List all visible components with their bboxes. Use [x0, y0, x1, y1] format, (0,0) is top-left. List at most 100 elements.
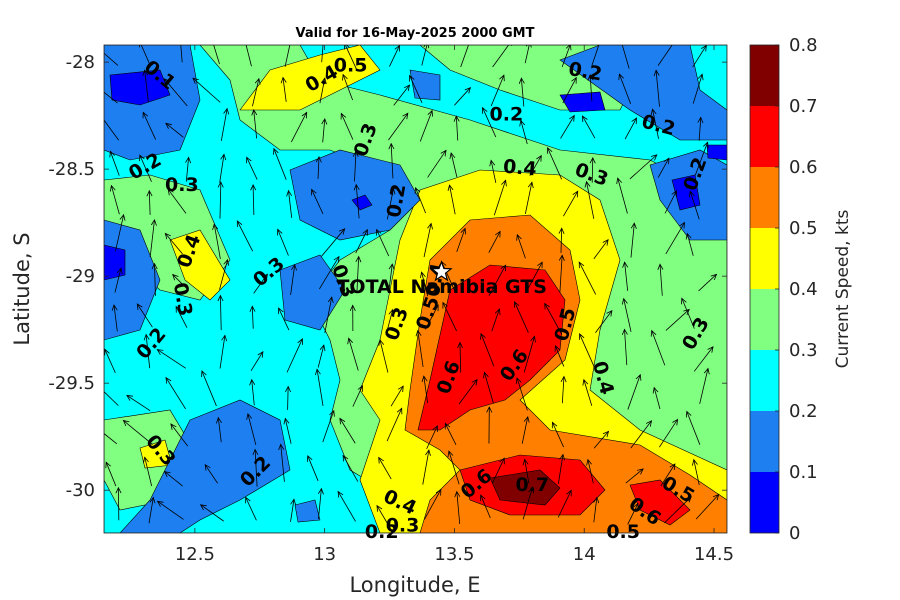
- current-arrow: [514, 300, 529, 333]
- current-arrow: [217, 294, 224, 331]
- band-0.1-0.2-south: [119, 399, 291, 533]
- current-arrow: [578, 261, 597, 295]
- y-axis-label: Latitude, S: [10, 232, 34, 345]
- current-arrow: [426, 425, 438, 450]
- current-arrow: [653, 69, 660, 107]
- current-arrow: [482, 106, 497, 138]
- current-arrow: [322, 409, 335, 443]
- band-0.1-0.2-east-small: [409, 69, 441, 101]
- current-arrow: [204, 463, 218, 484]
- current-arrow: [283, 417, 292, 444]
- current-arrow: [698, 273, 718, 292]
- current-arrow: [657, 45, 676, 66]
- current-arrow: [625, 468, 644, 484]
- current-arrow: [557, 453, 566, 485]
- current-arrow: [595, 309, 613, 334]
- current-arrow: [122, 419, 153, 445]
- colorbar-swatch: [750, 167, 779, 228]
- band-0.7-0.8: [489, 469, 561, 506]
- current-arrow: [115, 213, 126, 252]
- current-arrow: [217, 181, 224, 219]
- current-arrow: [422, 449, 431, 485]
- current-arrow: [192, 77, 221, 103]
- contour-label: 0.5: [334, 54, 368, 76]
- current-arrow: [352, 384, 363, 407]
- current-arrow: [409, 74, 423, 103]
- contour-label: 0.5: [606, 521, 640, 543]
- current-arrow: [185, 156, 192, 182]
- y-axis-ticks: -28 -28.5 -29 -29.5 -30: [48, 52, 727, 501]
- current-arrow: [344, 45, 357, 69]
- band-0-0.1-nw: [109, 69, 171, 106]
- current-arrow: [245, 496, 257, 521]
- current-arrow: [657, 157, 670, 178]
- current-arrow: [518, 77, 525, 107]
- current-arrow: [355, 228, 368, 254]
- current-arrow: [250, 183, 257, 216]
- chart-title: Valid for 16-May-2025 2000 GMT: [296, 26, 535, 41]
- current-arrow: [630, 222, 637, 258]
- current-arrow: [522, 486, 534, 520]
- current-arrow: [454, 87, 472, 106]
- band-0.1-0.2-ne: [559, 45, 727, 141]
- current-arrow: [558, 254, 565, 293]
- current-arrow: [681, 297, 695, 329]
- current-arrow: [630, 420, 653, 449]
- current-arrow: [376, 504, 389, 526]
- current-arrow: [697, 116, 704, 141]
- current-arrow: [427, 149, 447, 178]
- current-arrow: [390, 385, 404, 407]
- current-arrow: [104, 433, 118, 445]
- current-arrow: [581, 115, 596, 139]
- current-arrow: [554, 344, 565, 367]
- current-arrow: [489, 159, 497, 183]
- contour-label: 0.4: [502, 156, 537, 181]
- current-arrow: [460, 45, 469, 68]
- current-arrow: [378, 456, 392, 480]
- current-arrow: [349, 304, 356, 331]
- current-arrow: [593, 238, 609, 260]
- current-arrow: [657, 263, 664, 296]
- current-arrow: [321, 117, 328, 143]
- current-arrow: [321, 45, 324, 63]
- band-0.4-0.5-north: [239, 45, 381, 111]
- current-arrow: [249, 305, 256, 329]
- current-arrow: [685, 232, 694, 256]
- current-arrow: [389, 45, 400, 67]
- current-arrow: [319, 77, 327, 104]
- current-arrow: [219, 153, 227, 183]
- colorbar-swatch: [750, 289, 779, 350]
- current-arrow: [586, 458, 594, 484]
- current-arrow: [307, 454, 319, 482]
- current-arrow: [488, 230, 501, 253]
- current-arrow: [664, 496, 692, 524]
- current-arrow: [156, 500, 184, 520]
- contour-label: 0.2: [490, 103, 524, 125]
- x-tick-label: 13.5: [434, 544, 474, 565]
- current-arrow: [444, 422, 457, 446]
- current-arrow: [340, 112, 354, 140]
- current-arrow: [486, 406, 493, 444]
- current-arrow: [315, 368, 324, 407]
- current-arrow: [457, 341, 464, 373]
- current-arrow: [347, 337, 359, 371]
- contour-field: [104, 45, 727, 533]
- contour-label: 0.2: [365, 521, 399, 543]
- current-arrow: [278, 307, 290, 331]
- current-arrow: [493, 179, 507, 216]
- current-arrow: [291, 111, 308, 143]
- current-arrow: [525, 261, 543, 293]
- site-label: TOTAL Namibia GTS: [336, 276, 547, 298]
- current-arrow: [563, 190, 579, 217]
- contour-label: 0.3: [165, 174, 199, 196]
- current-arrow: [104, 49, 119, 66]
- current-arrow: [219, 258, 230, 290]
- current-arrow: [491, 308, 501, 332]
- current-arrow: [591, 45, 600, 66]
- current-arrow: [385, 308, 395, 335]
- current-arrow: [551, 421, 564, 448]
- colorbar-label: Current Speed, kts: [833, 210, 853, 369]
- colorbar-tick-label: 0.5: [789, 218, 818, 239]
- current-arrow: [388, 263, 395, 290]
- current-arrow: [695, 493, 720, 520]
